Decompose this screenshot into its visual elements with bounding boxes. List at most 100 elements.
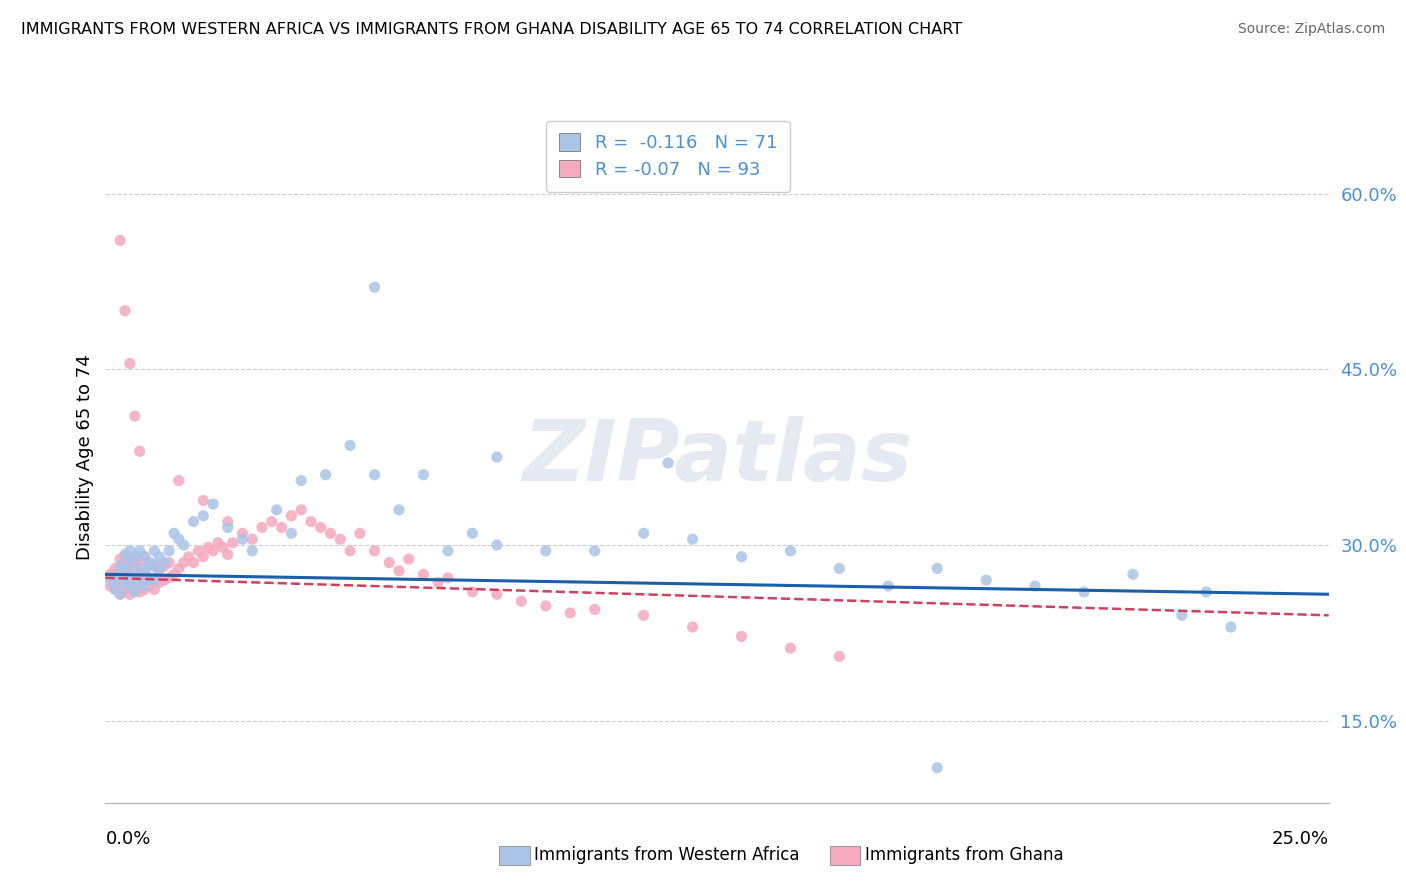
Point [1122,567,1144,582]
Point [134,564,156,578]
Point [114,564,136,578]
Point [280,526,302,541]
Point [363,544,385,558]
Point [339,544,361,558]
Point [250,520,273,534]
Point [104,582,127,597]
Point [118,587,141,601]
Point [128,585,150,599]
Point [231,526,253,541]
Point [266,503,288,517]
Point [363,280,385,294]
Point [217,548,239,562]
Point [485,538,508,552]
Point [1073,585,1095,599]
Point [138,556,160,570]
Point [231,532,253,546]
Point [108,552,131,566]
Point [114,573,136,587]
Point [583,544,606,558]
Point [108,587,131,601]
Point [534,599,557,613]
Point [167,561,190,575]
Point [134,564,156,578]
Point [193,493,215,508]
Point [309,520,332,534]
Point [828,561,851,575]
Point [290,474,312,488]
Point [118,579,141,593]
Point [134,549,156,564]
Point [143,544,166,558]
Point [299,515,322,529]
Point [485,450,508,465]
Point [128,566,150,581]
Point [124,552,146,566]
Point [108,559,131,574]
Point [193,508,215,523]
Point [437,571,460,585]
Point [217,520,239,534]
Point [153,556,176,570]
Point [779,544,801,558]
Point [128,561,150,575]
Point [114,575,136,590]
Point [270,520,292,534]
Point [167,532,190,546]
Point [730,549,752,564]
Point [118,556,141,570]
Text: ZIPatlas: ZIPatlas [522,416,912,499]
Point [157,544,180,558]
Point [108,587,131,601]
Text: Immigrants from Ghana: Immigrants from Ghana [865,847,1063,864]
Point [167,474,190,488]
Point [633,526,655,541]
Point [974,573,997,587]
Point [280,508,302,523]
Point [148,575,170,590]
Point [134,579,156,593]
Point [877,579,900,593]
Point [240,532,263,546]
Y-axis label: Disability Age 65 to 74: Disability Age 65 to 74 [76,354,94,560]
Point [163,567,186,582]
Point [187,544,209,558]
Point [240,544,263,558]
Point [388,503,411,517]
Point [134,582,156,597]
Point [108,233,131,247]
Point [412,467,434,482]
Text: 25.0%: 25.0% [1271,830,1329,847]
Point [339,438,361,452]
Point [143,573,166,587]
Point [134,573,156,587]
Point [633,608,655,623]
Point [104,561,127,575]
Point [153,573,176,587]
Point [1195,585,1218,599]
Point [1171,608,1194,623]
Point [104,582,127,597]
Point [118,544,141,558]
Point [118,571,141,585]
Point [114,549,136,564]
Point [730,629,752,643]
Point [114,303,136,318]
Point [828,649,851,664]
Legend: R =  -0.116   N = 71, R = -0.07   N = 93: R = -0.116 N = 71, R = -0.07 N = 93 [546,120,790,192]
Point [329,532,352,546]
Point [657,456,679,470]
Point [118,579,141,593]
Point [315,467,337,482]
Point [319,526,342,541]
Point [143,582,166,597]
Point [128,544,150,558]
Point [183,515,205,529]
Text: IMMIGRANTS FROM WESTERN AFRICA VS IMMIGRANTS FROM GHANA DISABILITY AGE 65 TO 74 : IMMIGRANTS FROM WESTERN AFRICA VS IMMIGR… [21,22,962,37]
Point [534,544,557,558]
Point [104,575,127,590]
Point [153,559,176,574]
Point [98,567,121,582]
Point [485,587,508,601]
Point [138,579,160,593]
